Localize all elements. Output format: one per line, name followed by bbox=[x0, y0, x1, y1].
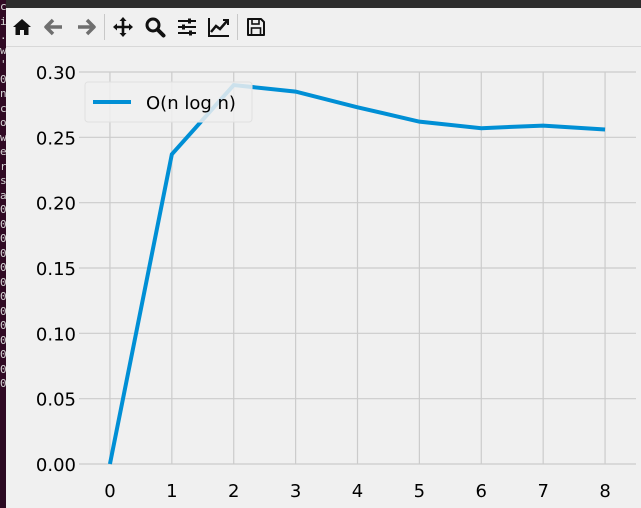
terminal-char: 0 bbox=[0, 217, 7, 231]
forward-button[interactable] bbox=[70, 11, 102, 43]
x-tick-label: 1 bbox=[166, 481, 177, 502]
y-tick-label: 0.05 bbox=[36, 390, 76, 411]
terminal-char: c bbox=[0, 0, 7, 13]
terminal-char: 0 bbox=[0, 261, 7, 274]
arrow-left-icon bbox=[44, 18, 62, 36]
move-icon bbox=[113, 17, 133, 37]
toolbar-separator bbox=[104, 14, 105, 40]
terminal-char: 0 bbox=[0, 304, 7, 318]
terminal-char: c bbox=[0, 101, 7, 115]
floppy-icon bbox=[247, 18, 265, 36]
terminal-char: i bbox=[0, 14, 7, 28]
legend-label: O(n log n) bbox=[146, 93, 236, 114]
terminal-char: 0 bbox=[0, 246, 7, 260]
terminal-char: 0 bbox=[0, 319, 7, 332]
x-tick-label: 0 bbox=[104, 481, 115, 502]
x-tick-label: 6 bbox=[476, 481, 487, 502]
terminal-char: 0 bbox=[0, 275, 7, 289]
terminal-char: 0 bbox=[0, 232, 7, 245]
terminal-char: 0 bbox=[0, 377, 7, 390]
x-tick-label: 7 bbox=[537, 481, 548, 502]
terminal-char: w bbox=[0, 130, 7, 144]
zoom-button[interactable] bbox=[139, 11, 171, 43]
figure-background bbox=[6, 47, 641, 508]
terminal-char: a bbox=[0, 188, 7, 202]
configure-subplots-button[interactable] bbox=[171, 11, 203, 43]
terminal-char: ' bbox=[0, 58, 7, 71]
terminal-char: s bbox=[0, 174, 7, 187]
x-tick-label: 3 bbox=[290, 481, 301, 502]
pan-button[interactable] bbox=[107, 11, 139, 43]
terminal-char: 0 bbox=[0, 290, 7, 303]
y-tick-label: 0.25 bbox=[36, 128, 76, 149]
home-icon bbox=[13, 19, 31, 35]
arrow-right-icon bbox=[78, 18, 96, 36]
x-tick-label: 4 bbox=[352, 481, 363, 502]
terminal-char: 0 bbox=[0, 333, 7, 347]
legend: O(n log n) bbox=[84, 81, 253, 123]
y-tick-label: 0.20 bbox=[36, 194, 76, 215]
navigation-toolbar bbox=[6, 8, 641, 47]
home-button[interactable] bbox=[6, 11, 38, 43]
terminal-char: 0 bbox=[0, 72, 7, 86]
x-axis: 0 1 2 3 4 5 6 7 8 bbox=[104, 481, 611, 502]
y-tick-label: 0.15 bbox=[36, 259, 76, 280]
trend-icon bbox=[208, 18, 229, 37]
x-tick-label: 8 bbox=[599, 481, 610, 502]
back-button[interactable] bbox=[38, 11, 70, 43]
y-tick-label: 0.00 bbox=[36, 455, 76, 476]
terminal-char: 0 bbox=[0, 362, 7, 376]
terminal-char: r bbox=[0, 159, 7, 173]
save-button[interactable] bbox=[240, 11, 272, 43]
terminal-char: o bbox=[0, 116, 7, 129]
x-tick-label: 5 bbox=[414, 481, 425, 502]
toolbar-separator bbox=[237, 14, 238, 40]
y-tick-label: 0.30 bbox=[36, 63, 76, 84]
figure-canvas[interactable]: 0.00 0.05 0.10 0.15 0.20 0.25 0.30 0 1 2 3 4 5 6 7 8 O… bbox=[6, 47, 641, 508]
sliders-icon bbox=[178, 18, 196, 36]
terminal-char: e bbox=[0, 145, 7, 158]
x-tick-label: 2 bbox=[228, 481, 239, 502]
terminal-char: . bbox=[0, 29, 7, 42]
grid bbox=[79, 71, 636, 465]
y-tick-label: 0.10 bbox=[36, 324, 76, 345]
edit-axis-button[interactable] bbox=[203, 11, 235, 43]
terminal-char: 0 bbox=[0, 203, 7, 216]
terminal-char: w bbox=[0, 43, 7, 57]
legend-box bbox=[84, 81, 253, 123]
y-axis: 0.00 0.05 0.10 0.15 0.20 0.25 0.30 bbox=[36, 63, 76, 476]
magnifier-icon bbox=[145, 17, 166, 38]
figure-window: 0.00 0.05 0.10 0.15 0.20 0.25 0.30 0 1 2 3 4 5 6 7 8 O… bbox=[6, 0, 641, 508]
window-titlebar bbox=[6, 0, 641, 8]
terminal-char: n bbox=[0, 87, 7, 100]
terminal-background: c i. w ' 0 n c o w e r s a 0 0 0 0 0 0 0 0 0 0 0 0 0 bbox=[0, 0, 8, 430]
terminal-char: 0 bbox=[0, 348, 7, 361]
